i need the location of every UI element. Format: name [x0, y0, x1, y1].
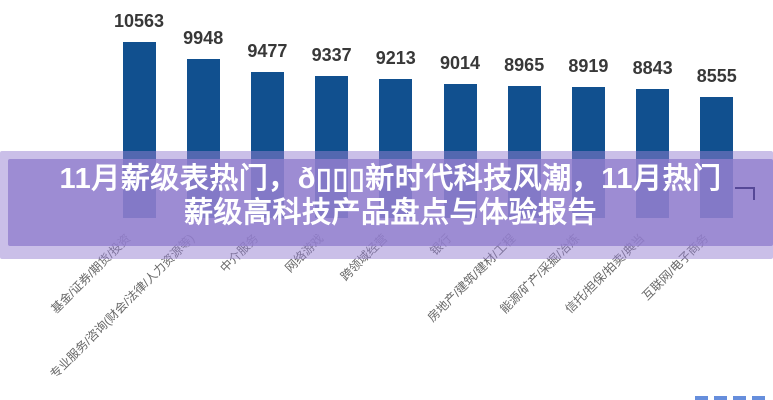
- bar-value-label: 8965: [504, 54, 545, 75]
- bar-value-label: 9014: [439, 53, 481, 74]
- bar-value-label: 9948: [183, 27, 224, 48]
- cover-title-line-1: 11月薪级表热门，ð▯▯▯新时代科技风潮，11月热门: [59, 163, 722, 195]
- title-band: 11月薪级表热门，ð▯▯▯新时代科技风潮，11月热门 薪级高科技产品盘点与体验报…: [8, 159, 773, 246]
- cutoff-watermark: [695, 396, 771, 400]
- bar-value-label: 8919: [568, 56, 609, 77]
- corner-bracket-decoration: [735, 187, 755, 200]
- bar-value-label: 10563: [113, 11, 165, 31]
- bar-value-label: 8555: [696, 66, 737, 86]
- bar-value-label: 9477: [247, 40, 288, 61]
- cover-title-line-2: 薪级高科技产品盘点与体验报告: [183, 197, 597, 229]
- bar-value-label: 8843: [632, 58, 673, 79]
- bar-value-label: 9337: [311, 44, 352, 65]
- bar-value-label: 9213: [375, 47, 416, 68]
